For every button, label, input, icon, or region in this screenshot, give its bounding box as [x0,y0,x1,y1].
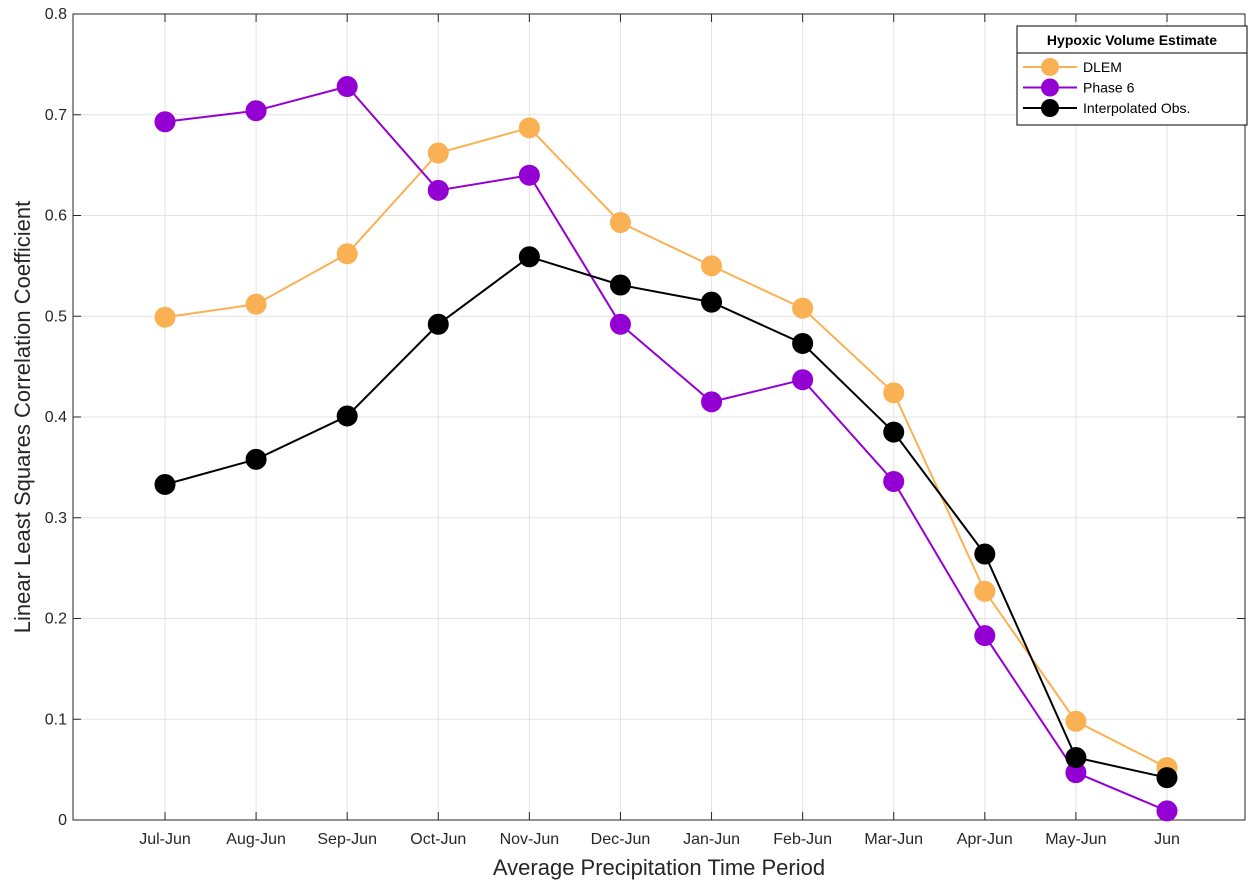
data-point [609,313,631,335]
data-point [245,293,267,315]
y-tick-label: 0.7 [45,107,67,124]
x-tick-label: Jun [1154,831,1180,848]
series-interpolated-obs [154,246,1178,789]
data-point [518,117,540,139]
grid [73,13,1245,821]
series [154,76,1178,822]
data-point [1065,747,1087,769]
data-point [609,212,631,234]
legend-marker [1041,78,1059,97]
legend-marker [1041,58,1059,76]
data-point [701,255,723,277]
series-dlem [154,117,1178,779]
y-tick-label: 0.3 [45,510,67,527]
data-point [1065,710,1087,732]
data-point [518,246,540,268]
x-tick-label: Jan-Jun [683,831,740,848]
series-line [164,85,1168,812]
data-point [336,243,358,265]
data-point [1156,767,1178,789]
data-point [609,274,631,296]
x-axis-label: Average Precipitation Time Period [493,855,825,880]
legend: Hypoxic Volume Estimate DLEM Phase 6 Interp… [1016,25,1248,126]
data-point [154,306,176,328]
legend-entry: Interpolated Obs. [1023,99,1190,117]
data-point [336,76,358,98]
data-point [427,179,449,201]
legend-marker [1041,99,1059,117]
data-point [1156,800,1178,822]
y-tick-label: 0.6 [45,208,67,225]
legend-entry: Phase 6 [1023,78,1135,97]
data-point [336,405,358,427]
legend-label: DLEM [1083,59,1122,75]
x-tick-label: Oct-Jun [410,831,466,848]
x-tick-label: May-Jun [1045,831,1106,848]
legend-entry: DLEM [1023,58,1122,76]
data-point [792,297,814,319]
x-tick-label: Nov-Jun [500,831,560,848]
x-tick-label: Mar-Jun [864,831,923,848]
y-axis-label: Linear Least Squares Correlation Coeffic… [10,201,35,634]
y-tick-label: 0.1 [45,711,67,728]
data-point [154,111,176,133]
data-point [427,142,449,164]
legend-label: Phase 6 [1083,80,1135,96]
x-tick-label: Jul-Jun [139,831,191,848]
data-point [883,421,905,443]
x-tick-label: Feb-Jun [773,831,832,848]
series-line [164,255,1168,779]
x-tick-label: Dec-Jun [591,831,651,848]
y-tick-label: 0.5 [45,308,67,325]
x-tick-label: Aug-Jun [226,831,286,848]
x-tick-label: Apr-Jun [957,831,1013,848]
y-tick-label: 0.2 [45,611,67,628]
data-point [245,448,267,470]
series-phase-6 [154,76,1178,822]
data-point [883,470,905,492]
ticks: 0 0.1 0.2 0.3 0.4 0.5 0.6 0.7 0.8 Jul-Jun Aug-Jun S… [45,6,1245,848]
data-point [701,391,723,413]
y-tick-label: 0.8 [45,6,67,23]
data-point [701,291,723,313]
y-tick-label: 0 [58,812,67,829]
data-point [974,543,996,565]
data-point [154,474,176,496]
y-tick-label: 0.4 [45,409,67,426]
data-point [245,100,267,122]
series-line [164,126,1168,769]
data-point [974,580,996,602]
data-point [427,313,449,335]
legend-label: Interpolated Obs. [1083,100,1190,116]
legend-title: Hypoxic Volume Estimate [1047,32,1217,48]
data-point [518,164,540,186]
data-point [792,369,814,391]
data-point [883,382,905,404]
data-point [974,625,996,647]
x-tick-label: Sep-Jun [317,831,377,848]
data-point [792,332,814,354]
